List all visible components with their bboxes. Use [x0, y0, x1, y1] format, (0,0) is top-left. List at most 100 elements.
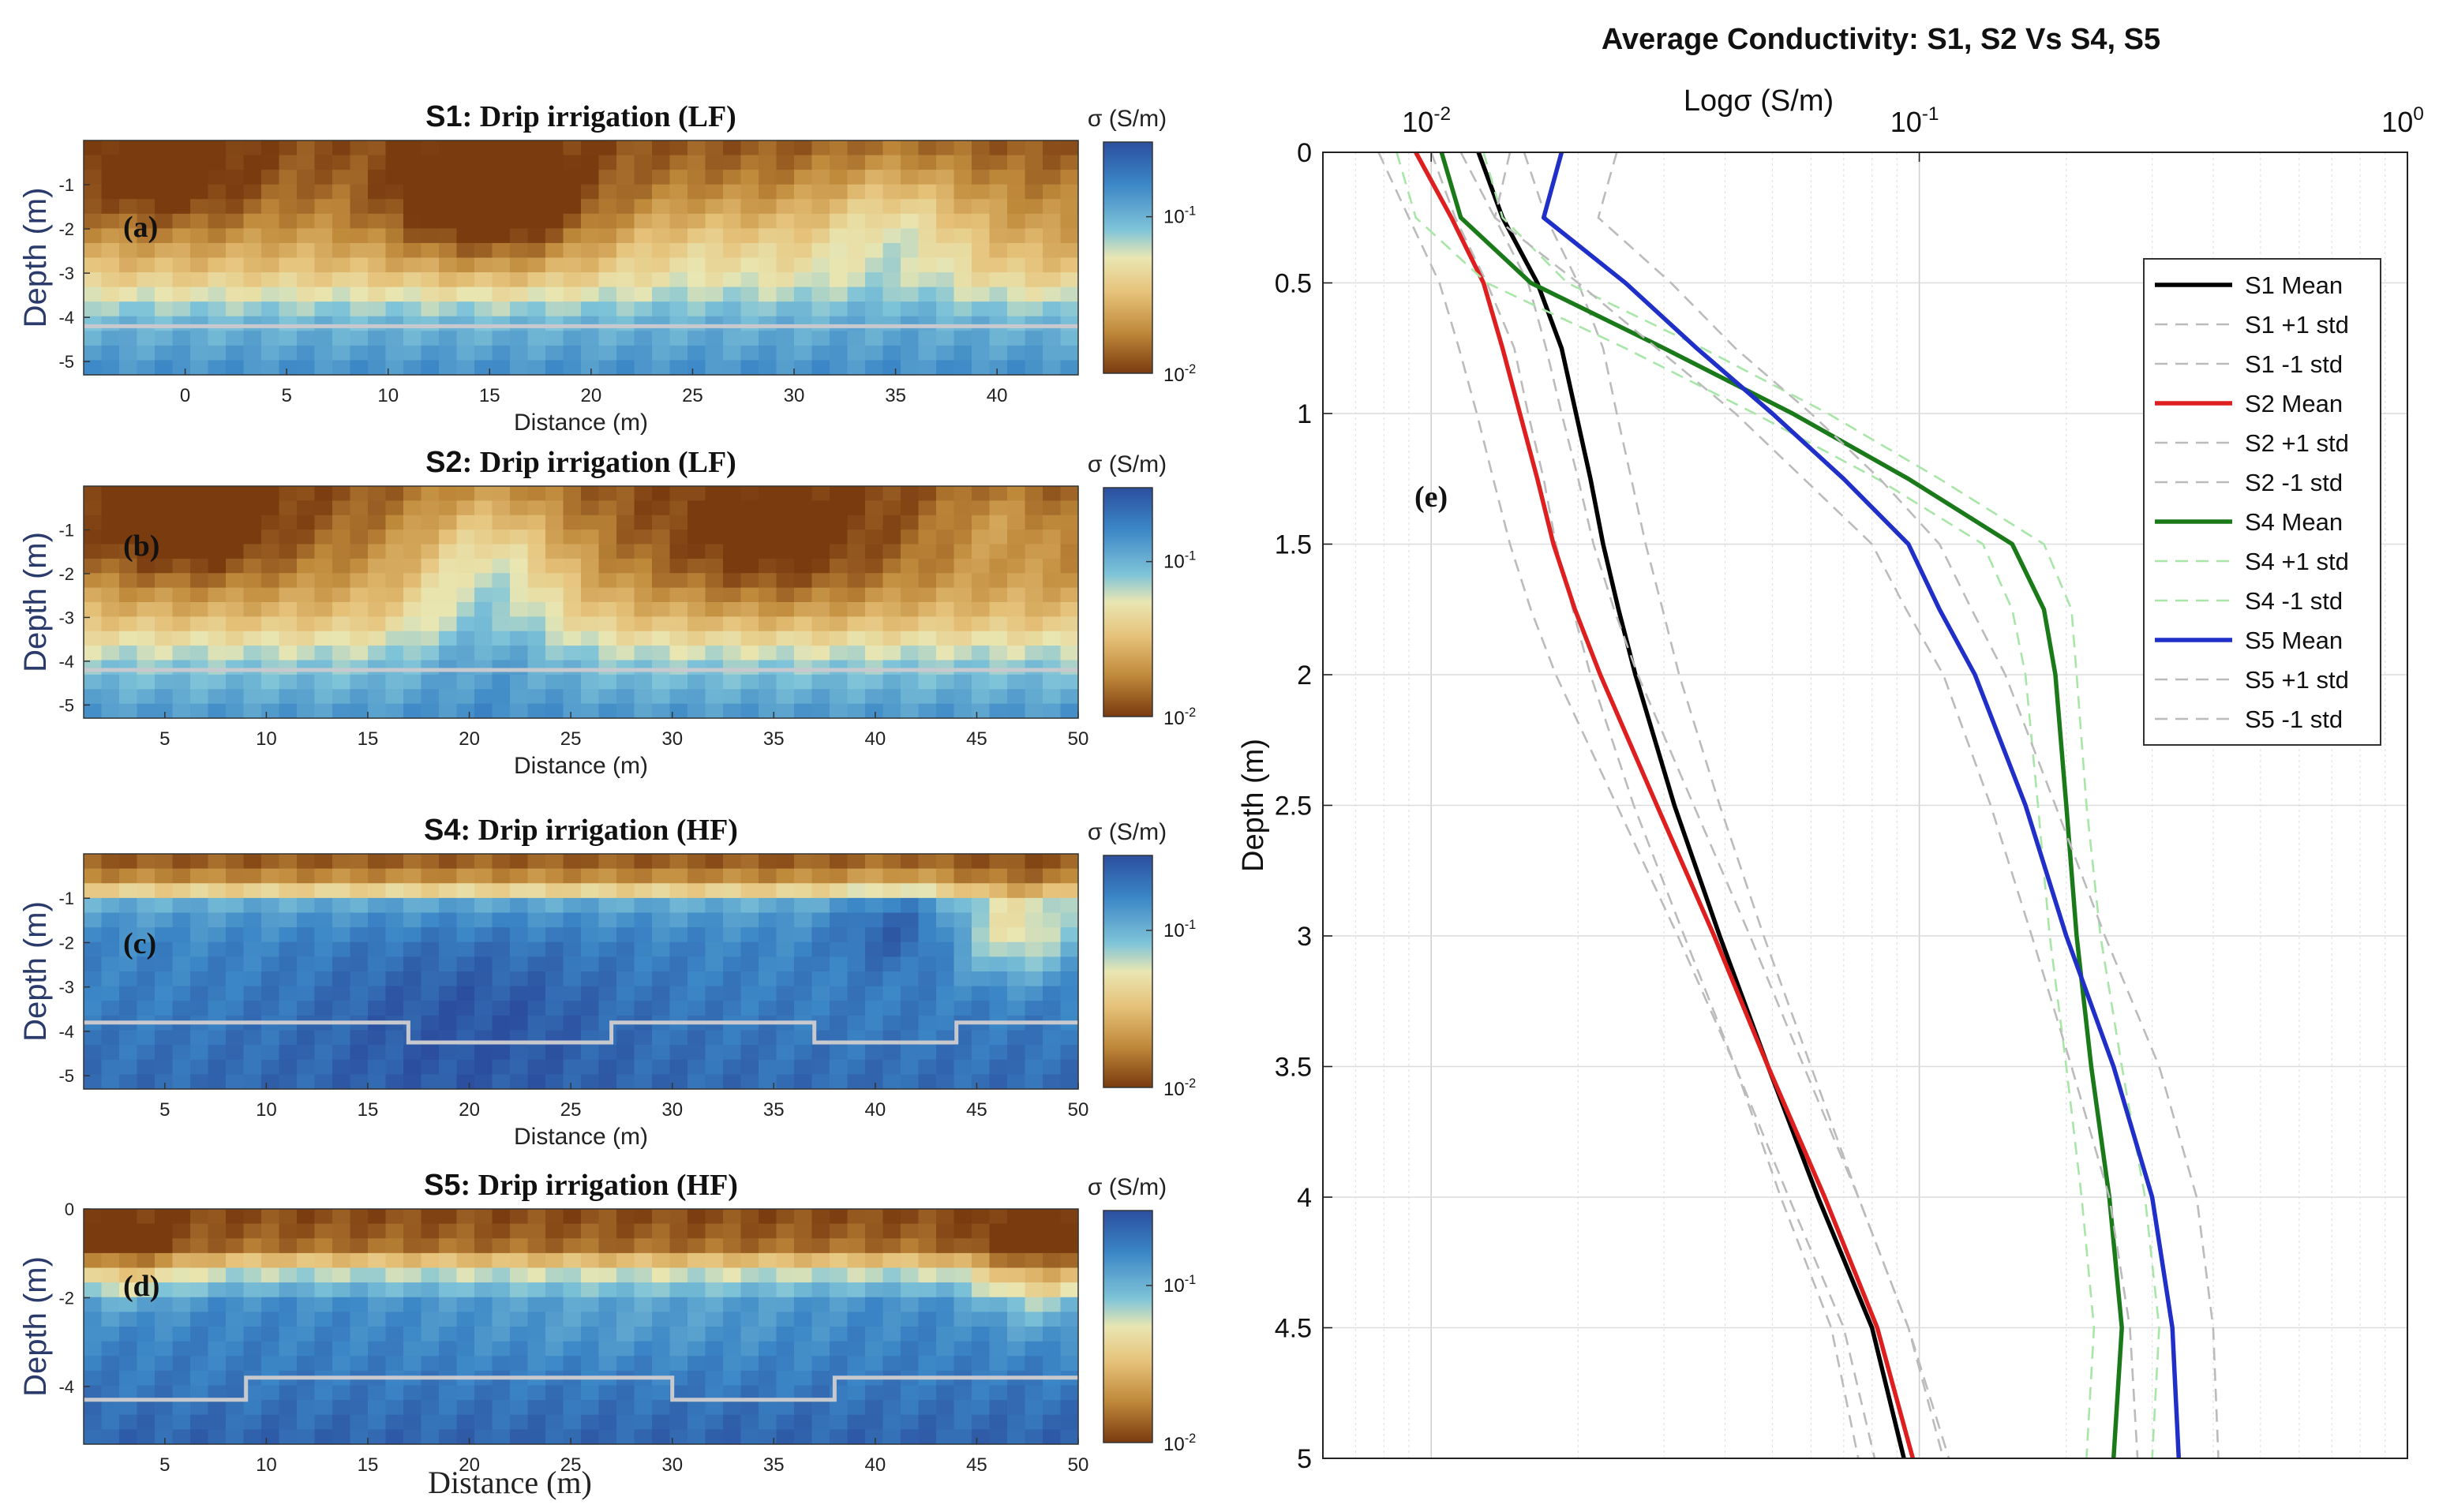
heatmap-cell — [1025, 1252, 1043, 1269]
heatmap-cell — [172, 1059, 191, 1075]
heatmap-cell — [368, 897, 387, 914]
heatmap-cell — [811, 257, 830, 273]
heatmap-cell — [847, 674, 866, 690]
heatmap-cell — [421, 242, 440, 259]
heatmap-cell — [989, 912, 1008, 928]
heatmap-cell — [527, 912, 546, 928]
heatmap-cell — [1060, 1238, 1079, 1254]
heatmap-cell — [474, 674, 493, 690]
heatmap-cell — [119, 530, 138, 545]
heatmap-cell — [794, 573, 813, 589]
heatmap-cell — [581, 1015, 600, 1031]
heatmap-cell — [456, 213, 475, 229]
heatmap-cell — [563, 331, 582, 346]
heatmap-cell — [314, 1223, 333, 1239]
heatmap-cell — [510, 242, 529, 259]
heatmap-cell — [190, 616, 209, 632]
heatmap-cell — [474, 316, 493, 331]
heatmap-cell — [1060, 170, 1079, 185]
heatmap-cell — [563, 1341, 582, 1357]
heatmap-cell — [155, 1370, 174, 1387]
heatmap-cell — [403, 257, 422, 273]
heatmap-cell — [1007, 316, 1026, 331]
heatmap-cell — [598, 242, 617, 259]
heatmap-cell — [474, 544, 493, 560]
heatmap-cell — [865, 1327, 884, 1342]
heatmap-cell — [811, 854, 830, 870]
heatmap-cell — [972, 631, 991, 646]
heatmap-cell — [403, 1238, 422, 1254]
heatmap-cell — [368, 660, 387, 676]
heatmap-cell — [972, 1400, 991, 1416]
heatmap-cell — [776, 868, 795, 884]
heatmap-cell — [297, 184, 316, 200]
heatmap-cell — [261, 1059, 280, 1075]
heatmap-cell — [953, 1429, 972, 1445]
heatmap-cell — [545, 1429, 564, 1445]
heatmap-cell — [137, 1429, 155, 1445]
heatmap-cell — [811, 1223, 830, 1239]
heatmap-cell — [332, 1209, 351, 1225]
heatmap-cell — [634, 971, 653, 987]
heatmap-cell — [634, 868, 653, 884]
heatmap-cell — [634, 1267, 653, 1283]
heatmap-cell — [510, 1327, 529, 1342]
heatmap-cell — [794, 1414, 813, 1430]
heatmap-cell — [776, 486, 795, 501]
heatmap-cell — [261, 184, 280, 200]
heatmap-cell — [421, 703, 440, 719]
heatmap-cell — [901, 1312, 920, 1327]
heatmap-cell — [297, 1030, 316, 1046]
heatmap-cell — [1025, 242, 1043, 259]
heatmap-cell — [634, 184, 653, 200]
heatmap-cell — [208, 1429, 227, 1445]
heatmap-cell — [598, 689, 617, 705]
heatmap-cell — [830, 986, 849, 1001]
heatmap-cell — [261, 242, 280, 259]
heatmap-cell — [634, 331, 653, 346]
heatmap-cell — [830, 345, 849, 361]
heatmap-cell — [616, 971, 635, 987]
heatmap-cell — [119, 1045, 138, 1061]
heatmap-cell — [598, 1400, 617, 1416]
heatmap-cell — [261, 1238, 280, 1254]
heatmap-cell — [314, 184, 333, 200]
heatmap-cell — [527, 242, 546, 259]
heatmap-cell — [989, 689, 1008, 705]
heatmap-cell — [830, 897, 849, 914]
heatmap-cell — [811, 345, 830, 361]
heatmap-cell — [297, 986, 316, 1001]
heatmap-cell — [563, 500, 582, 516]
heatmap-cell — [368, 213, 387, 229]
heatmap-cell — [84, 1414, 103, 1430]
heatmap-cell — [243, 854, 262, 870]
heatmap-cell — [403, 1356, 422, 1372]
heatmap-cell — [155, 1400, 174, 1416]
y-tick-label: -1 — [58, 520, 74, 540]
heatmap-cell — [1043, 286, 1062, 302]
heatmap-cell — [936, 927, 955, 943]
heatmap-cell — [527, 272, 546, 288]
heatmap-cell — [190, 956, 209, 972]
heatmap-cell — [101, 587, 120, 603]
heatmap-cell — [759, 1356, 777, 1372]
heatmap-cell — [190, 515, 209, 530]
heatmap-cell — [865, 1045, 884, 1061]
heatmap-cell — [243, 1385, 262, 1401]
heatmap-cell — [119, 213, 138, 229]
heatmap-cell — [740, 1030, 759, 1046]
y-tick-label: -3 — [58, 264, 74, 283]
series-s2-mean — [1414, 151, 1916, 1459]
heatmap-cell — [119, 573, 138, 589]
panel-label: (b) — [123, 530, 159, 563]
heatmap-cell — [279, 1059, 298, 1075]
heatmap-cell — [226, 1282, 245, 1298]
heatmap-cell — [830, 1223, 849, 1239]
heatmap-cell — [705, 286, 724, 302]
heatmap-cell — [297, 1297, 316, 1312]
heatmap-cell — [1025, 316, 1043, 331]
heatmap-cell — [669, 587, 688, 603]
heatmap-cell — [740, 213, 759, 229]
heatmap-cell — [456, 1001, 475, 1016]
heatmap-cell — [474, 1312, 493, 1327]
